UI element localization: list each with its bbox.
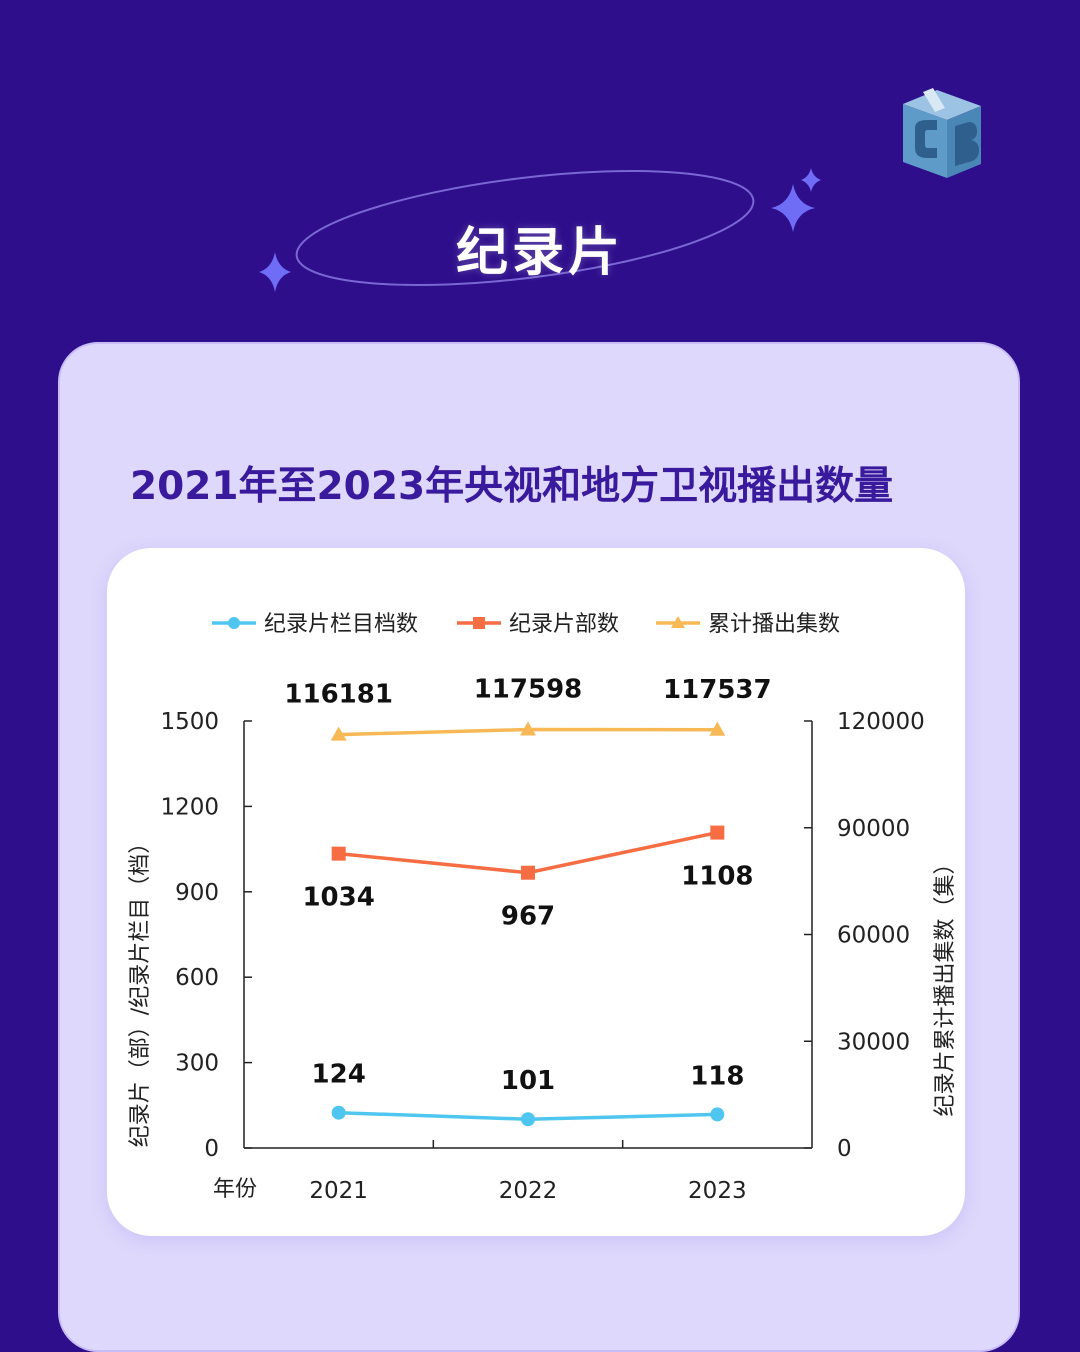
- y-tick-label-left: 1200: [160, 794, 219, 820]
- x-tick-label: 2021: [309, 1178, 368, 1204]
- data-label: 101: [501, 1066, 555, 1096]
- sparkle-icon: [259, 252, 291, 292]
- data-point: [331, 1105, 346, 1120]
- data-label: 116181: [284, 680, 393, 710]
- chart-series: 124 101 118 1034 967 1108 116181 117598 117537: [284, 675, 772, 1127]
- y-tick-label-right: 90000: [837, 816, 910, 842]
- legend-label: 纪录片部数: [509, 612, 619, 637]
- orbit-ring: [295, 170, 755, 286]
- legend-item: 纪录片栏目档数: [212, 612, 418, 637]
- data-label: 967: [501, 902, 555, 932]
- data-point: [521, 1112, 535, 1127]
- data-point: [331, 846, 346, 861]
- data-label: 124: [312, 1060, 366, 1090]
- legend-label: 纪录片栏目档数: [264, 612, 418, 637]
- y-tick-label-left: 600: [175, 965, 219, 991]
- chart-axes: 0 300 600 900 1200 1500 0 30000 60000 90000 120000…: [128, 709, 958, 1204]
- line-chart: 纪录片栏目档数 纪录片部数 累计播出集数 0 300 600 900 1200 1500 0 30…: [128, 612, 958, 1204]
- x-axis-title: 年份: [213, 1177, 257, 1202]
- data-label: 1108: [681, 862, 753, 892]
- series-3: 116181 117598 117537: [284, 675, 772, 741]
- data-point: [330, 726, 347, 741]
- sparkle-icon: [801, 168, 821, 192]
- logo-cube-icon: [903, 88, 981, 178]
- chart-legend: 纪录片栏目档数 纪录片部数 累计播出集数: [212, 612, 840, 637]
- legend-marker: [473, 617, 485, 629]
- data-point: [521, 865, 535, 880]
- y-tick-label-right: 60000: [837, 923, 910, 949]
- chart-card: 纪录片栏目档数 纪录片部数 累计播出集数 0 300 600 900 1200 1500 0 30…: [107, 548, 965, 1236]
- y-tick-label-right: 120000: [837, 709, 925, 735]
- y-axis-title-right: 纪录片累计播出集数（集）: [933, 852, 958, 1116]
- page-title: 纪录片: [455, 223, 624, 283]
- y-tick-label-left: 300: [175, 1051, 219, 1077]
- legend-marker: [228, 617, 240, 629]
- series-1: 124 101 118: [312, 1060, 744, 1127]
- y-tick-label-left: 0: [204, 1136, 219, 1162]
- legend-marker: [671, 616, 685, 628]
- sparkle-icon: [771, 184, 815, 232]
- y-axis-title-left: 纪录片（部）/纪录片栏目（档）: [128, 832, 153, 1147]
- header-decoration: [259, 168, 821, 292]
- x-tick-label: 2023: [688, 1178, 747, 1204]
- y-tick-label-right: 0: [837, 1136, 852, 1162]
- data-point: [710, 825, 725, 840]
- chart-section-title: 2021年至2023年央视和地方卫视播出数量: [130, 464, 894, 509]
- y-tick-label-left: 1500: [160, 709, 219, 735]
- header-banner: 纪录片: [0, 0, 1080, 340]
- y-tick-label-left: 900: [175, 880, 219, 906]
- data-label: 117598: [474, 675, 583, 705]
- series-2: 1034 967 1108: [302, 825, 754, 932]
- x-tick-label: 2022: [499, 1178, 558, 1204]
- legend-item: 累计播出集数: [656, 612, 840, 637]
- y-tick-label-right: 30000: [837, 1029, 910, 1055]
- data-point: [520, 721, 536, 736]
- data-label: 1034: [302, 883, 374, 913]
- data-label: 118: [690, 1061, 744, 1091]
- legend-label: 累计播出集数: [708, 612, 840, 637]
- legend-item: 纪录片部数: [457, 612, 619, 637]
- data-label: 117537: [663, 675, 772, 705]
- data-point: [709, 721, 726, 736]
- data-point: [710, 1107, 725, 1122]
